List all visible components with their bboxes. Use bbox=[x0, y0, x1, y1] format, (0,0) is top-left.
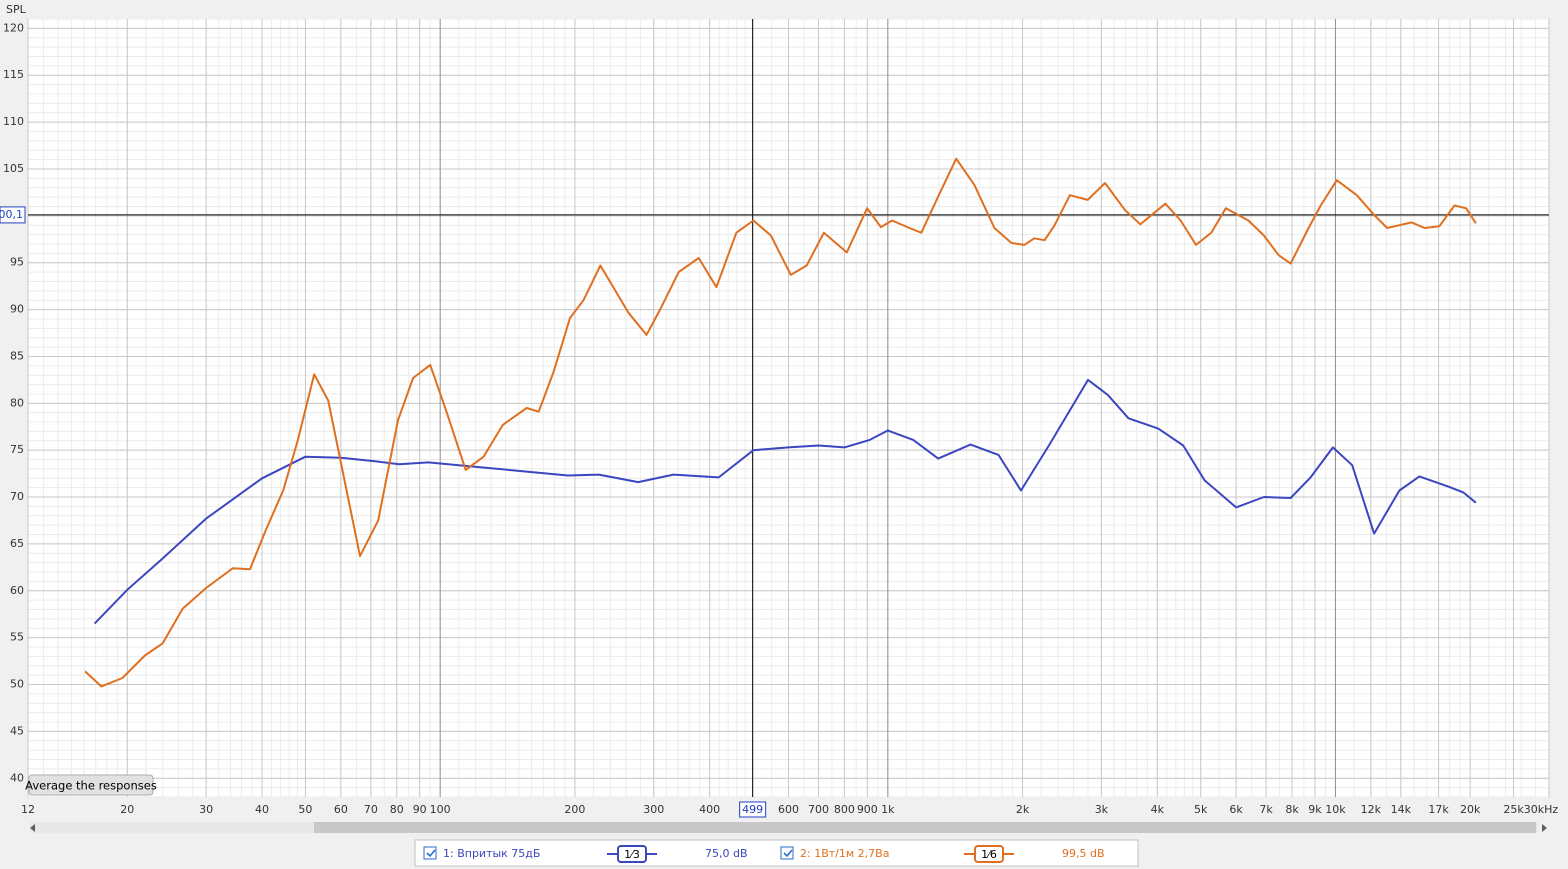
x-tick-label: 30 bbox=[199, 803, 213, 816]
legend bbox=[414, 839, 1139, 867]
x-tick-label: 20 bbox=[120, 803, 134, 816]
x-tick-label: 600 bbox=[778, 803, 799, 816]
x-tick-label: 50 bbox=[298, 803, 312, 816]
y-tick-label: 95 bbox=[10, 256, 24, 269]
y-tick-label: 50 bbox=[10, 678, 24, 691]
x-tick-label: 700 bbox=[808, 803, 829, 816]
x-tick-label: 14k bbox=[1391, 803, 1412, 816]
legend-smoothing-box bbox=[974, 845, 1004, 863]
y-tick-label: 70 bbox=[10, 490, 24, 503]
y-axis-label: SPL bbox=[6, 3, 27, 16]
y-tick-label: 60 bbox=[10, 584, 24, 597]
cursor-x-box bbox=[739, 801, 767, 818]
x-tick-label: 2k bbox=[1016, 803, 1030, 816]
legend-smoothing: 1⁄3 bbox=[624, 848, 640, 861]
y-tick-label: 80 bbox=[10, 396, 24, 409]
legend-smoothing-box bbox=[617, 845, 647, 863]
y-tick-label: 40 bbox=[10, 771, 24, 784]
x-tick-label: 6k bbox=[1229, 803, 1243, 816]
legend-readout: 99,5 dB bbox=[1062, 847, 1105, 860]
x-tick-label: 7k bbox=[1259, 803, 1273, 816]
legend-checkbox[interactable] bbox=[780, 846, 794, 860]
y-tick-label: 75 bbox=[10, 443, 24, 456]
series-line bbox=[93, 378, 1477, 625]
x-tick-label: 25k bbox=[1503, 803, 1524, 816]
x-tick-label: 17k bbox=[1428, 803, 1449, 816]
legend-readout: 75,0 dB bbox=[705, 847, 748, 860]
x-tick-label: 4k bbox=[1151, 803, 1165, 816]
x-tick-label: 80 bbox=[390, 803, 404, 816]
x-tick-label: 20k bbox=[1460, 803, 1481, 816]
x-tick-label: 90 bbox=[413, 803, 427, 816]
x-tick-label: 9k bbox=[1308, 803, 1322, 816]
y-tick-label: 115 bbox=[3, 68, 24, 81]
checkmark bbox=[426, 849, 436, 858]
cursor-x-label: 499 bbox=[742, 803, 763, 816]
x-tick-label: 12k bbox=[1361, 803, 1382, 816]
x-tick-label: 900 bbox=[857, 803, 878, 816]
legend-name: 2: 1Вт/1м 2,7Ва bbox=[800, 847, 889, 860]
y-tick-label: 45 bbox=[10, 724, 24, 737]
x-tick-label: 12 bbox=[21, 803, 35, 816]
x-tick-label: 5k bbox=[1194, 803, 1208, 816]
y-tick-label: 120 bbox=[3, 21, 24, 34]
y-tick-label: 65 bbox=[10, 537, 24, 550]
x-tick-label: 100 bbox=[430, 803, 451, 816]
x-tick-label: 400 bbox=[699, 803, 720, 816]
average-button[interactable] bbox=[28, 774, 154, 796]
y-tick-label: 55 bbox=[10, 631, 24, 644]
x-tick-label: 60 bbox=[334, 803, 348, 816]
average-button-label: Average the responses bbox=[25, 779, 157, 793]
x-tick-label: 70 bbox=[364, 803, 378, 816]
x-tick-label: 800 bbox=[834, 803, 855, 816]
checkmark bbox=[783, 849, 793, 858]
x-tick-label: 200 bbox=[564, 803, 585, 816]
x-tick-label: 10k bbox=[1325, 803, 1346, 816]
cursor-y-label: 00,1 bbox=[0, 208, 23, 221]
y-tick-label: 90 bbox=[10, 303, 24, 316]
x-tick-label: 30kHz bbox=[1524, 803, 1559, 816]
legend-checkbox[interactable] bbox=[423, 846, 437, 860]
cursor-y-box bbox=[0, 206, 26, 224]
x-tick-label: 3k bbox=[1095, 803, 1109, 816]
legend-smoothing: 1⁄6 bbox=[981, 848, 997, 861]
series-line bbox=[84, 157, 1477, 688]
legend-name: 1: Впритык 75дБ bbox=[443, 847, 540, 860]
x-tick-label: 1k bbox=[881, 803, 895, 816]
x-tick-label: 40 bbox=[255, 803, 269, 816]
scroll-thumb[interactable] bbox=[314, 822, 1536, 833]
y-tick-label: 105 bbox=[3, 162, 24, 175]
y-tick-label: 110 bbox=[3, 115, 24, 128]
x-tick-label: 8k bbox=[1285, 803, 1299, 816]
x-tick-label: 300 bbox=[643, 803, 664, 816]
y-tick-label: 85 bbox=[10, 349, 24, 362]
